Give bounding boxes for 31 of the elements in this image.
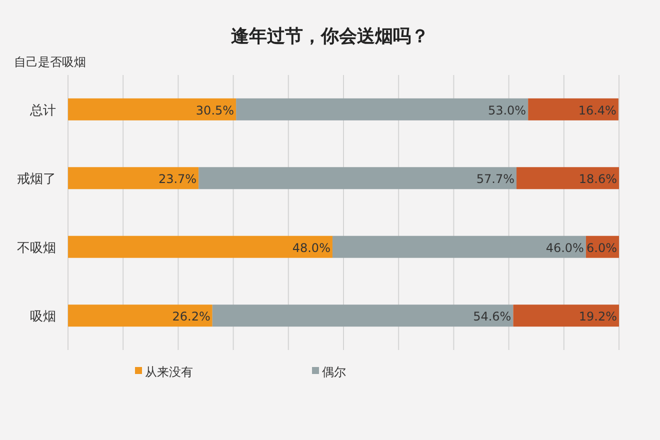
bar [68, 167, 199, 190]
data-label: 6.0% [586, 240, 617, 255]
y-tick-label: 吸烟 [30, 310, 56, 325]
y-tick-label: 不吸烟 [17, 240, 56, 256]
y-tick-label: 总计 [29, 103, 56, 118]
chart-title: 逢年过节，你会送烟吗？ [231, 26, 429, 47]
legend-label: 从来没有 [145, 365, 193, 379]
bar [332, 236, 586, 258]
data-label: 57.7% [476, 172, 515, 186]
data-label: 30.5% [196, 103, 234, 118]
data-label: 53.0% [488, 103, 526, 118]
y-tick-label: 戒烟了 [17, 172, 56, 188]
bar [528, 98, 618, 120]
legend-label: 偶尔 [322, 365, 346, 379]
data-label: 46.0% [546, 240, 584, 255]
bar [68, 236, 332, 258]
data-label: 26.2% [172, 310, 210, 324]
bar [513, 304, 619, 327]
bar [198, 167, 517, 190]
bar [516, 167, 619, 190]
data-label: 23.7% [158, 172, 197, 186]
y-axis-title: 自己是否吸烟 [14, 55, 86, 69]
data-label: 18.6% [578, 172, 617, 186]
bar [236, 98, 528, 120]
data-label: 48.0% [292, 240, 330, 255]
bar [68, 98, 236, 120]
data-label: 16.4% [578, 103, 616, 118]
bar [68, 304, 212, 327]
data-label: 54.6% [473, 310, 512, 324]
bar [212, 304, 514, 327]
data-label: 19.2% [578, 310, 617, 324]
